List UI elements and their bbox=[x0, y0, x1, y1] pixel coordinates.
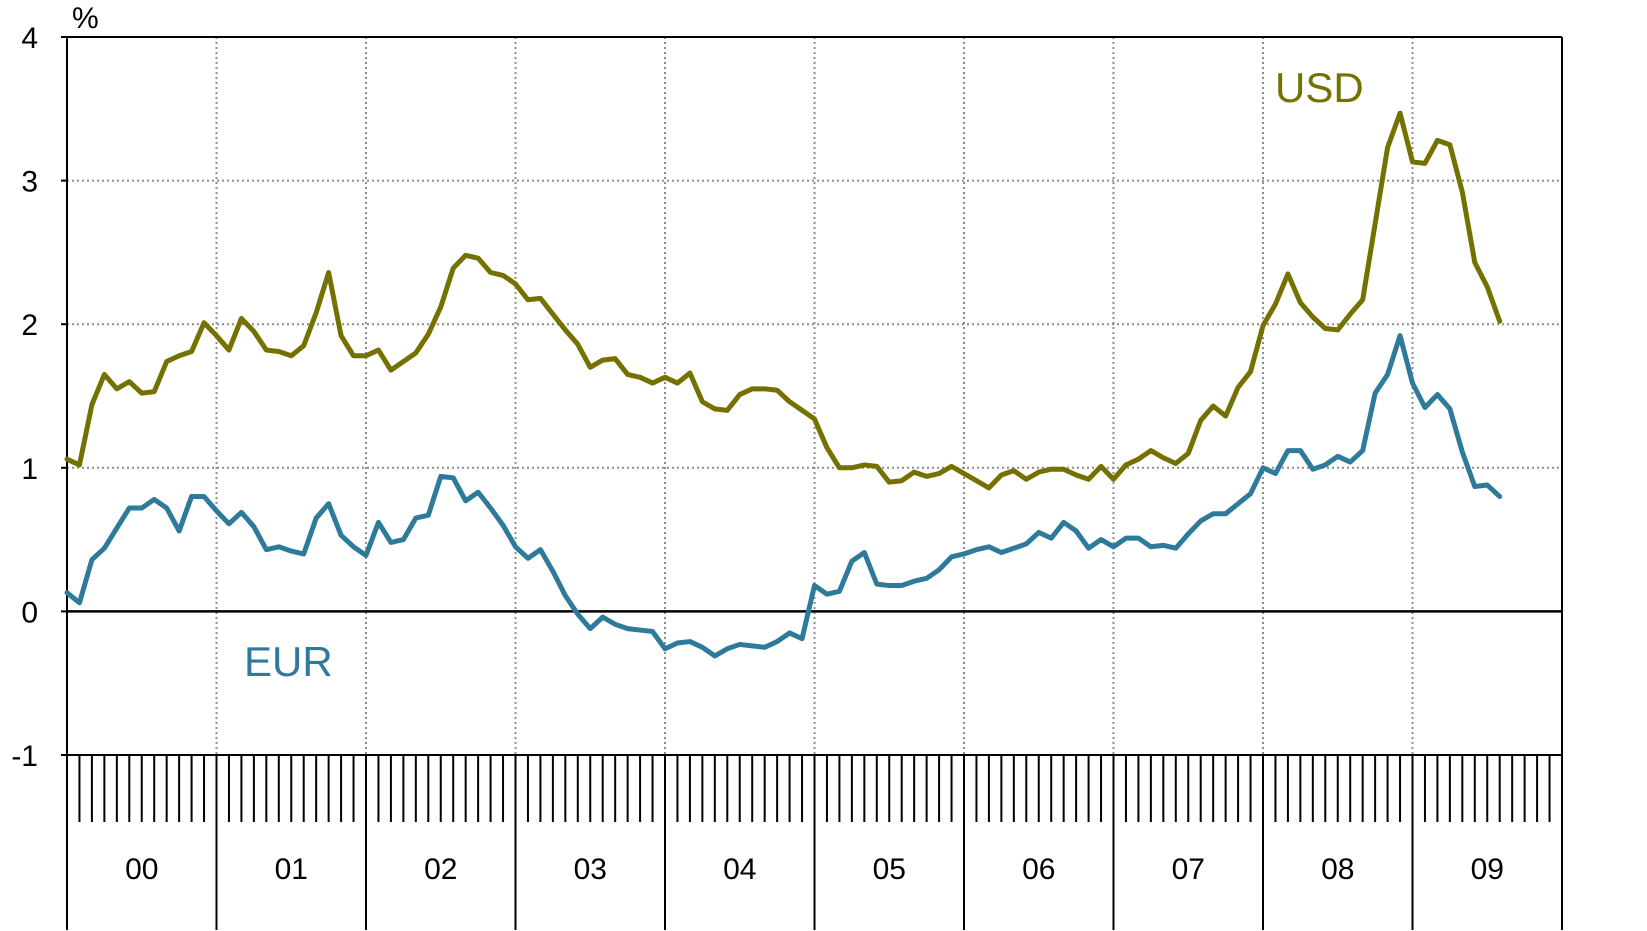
x-tick-label: 03 bbox=[574, 853, 607, 886]
y-tick-label: 4 bbox=[21, 22, 38, 55]
y-tick-label: 1 bbox=[21, 453, 38, 486]
x-tick-label: 01 bbox=[275, 853, 308, 886]
x-tick-label: 05 bbox=[873, 853, 906, 886]
y-tick-label: 0 bbox=[21, 596, 38, 629]
series-label-usd: USD bbox=[1275, 64, 1364, 111]
y-tick-label: 3 bbox=[21, 166, 38, 199]
x-tick-label: 04 bbox=[723, 853, 756, 886]
y-tick-label: -1 bbox=[11, 740, 38, 773]
series-labels: % USD EUR bbox=[72, 2, 1364, 685]
series-line-usd bbox=[64, 110, 1503, 491]
x-tick-label: 09 bbox=[1471, 853, 1504, 886]
series-lines bbox=[64, 110, 1503, 659]
y-tick-labels: -1 0 1 2 3 4 bbox=[11, 22, 67, 773]
x-tick-label: 07 bbox=[1172, 853, 1205, 886]
series-line-eur bbox=[64, 333, 1503, 659]
series-label-eur: EUR bbox=[244, 638, 333, 685]
x-axis-timeline: 00 01 02 03 04 05 06 07 08 09 bbox=[78, 755, 1551, 930]
x-tick-label: 02 bbox=[424, 853, 457, 886]
x-tick-label: 06 bbox=[1022, 853, 1055, 886]
y-tick-label: 2 bbox=[21, 309, 38, 342]
y-unit-label: % bbox=[72, 2, 99, 35]
x-tick-label: 08 bbox=[1321, 853, 1354, 886]
x-tick-label: 00 bbox=[125, 853, 158, 886]
